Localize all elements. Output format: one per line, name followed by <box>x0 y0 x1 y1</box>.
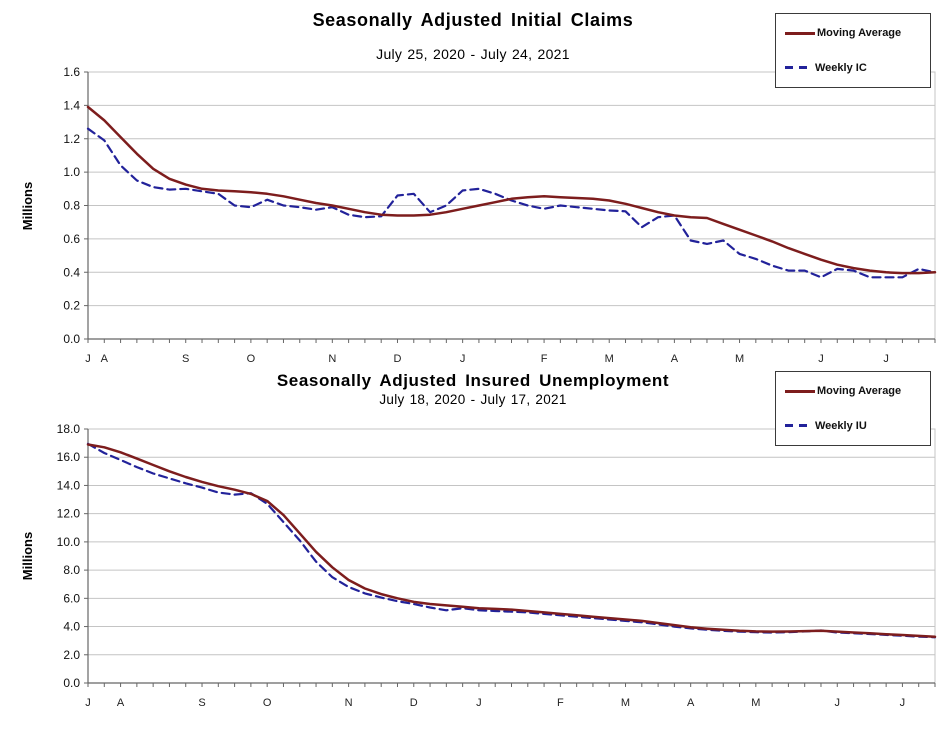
legend-label: Moving Average <box>817 27 902 40</box>
y-axis-title-initial-claims: Millions <box>20 182 35 230</box>
initial-claims-plot: 1.61.41.21.00.80.60.40.20.0J A S O N D J F M A M J J… <box>20 65 937 365</box>
moving-average-line-swatch-icon <box>785 389 815 393</box>
y-tick-label: 1.6 <box>63 65 80 79</box>
initial-claims-title: Seasonally Adjusted Initial Claims <box>312 10 634 30</box>
insured-unemployment-subtitle: July 18, 2020 - July 17, 2021 <box>379 392 567 407</box>
y-tick-label: 8.0 <box>63 563 80 577</box>
weekly-dashed-line-swatch-icon <box>785 66 813 70</box>
series-line-weekly-ic <box>86 127 937 279</box>
series-line-moving-average <box>86 105 937 275</box>
series-line-weekly-iu <box>86 442 937 639</box>
x-month-label: J <box>835 697 841 709</box>
x-month-label: J <box>900 697 906 709</box>
legend-label: Weekly IC <box>815 61 867 74</box>
legend-item-weekly-ic: Weekly IC <box>785 62 930 74</box>
x-month-label: J <box>85 697 91 709</box>
x-month-label: A <box>117 697 125 709</box>
y-tick-label: 0.6 <box>63 232 80 246</box>
y-tick-label: 2.0 <box>63 648 80 662</box>
x-month-label: N <box>328 353 336 365</box>
x-month-label: J <box>883 353 889 365</box>
y-tick-label: 0.0 <box>63 676 80 690</box>
y-tick-label: 1.0 <box>63 165 80 179</box>
initial-claims-legend: Moving Average Weekly IC <box>775 13 931 88</box>
y-tick-label: 0.0 <box>63 332 80 346</box>
x-month-label: M <box>751 697 760 709</box>
x-month-label: M <box>621 697 630 709</box>
x-month-label: A <box>101 353 109 365</box>
weekly-dashed-line-swatch-icon <box>785 424 813 428</box>
y-tick-label: 0.4 <box>63 265 80 279</box>
y-tick-label: 4.0 <box>63 620 80 634</box>
x-month-label: A <box>687 697 695 709</box>
insured-unemployment-title: Seasonally Adjusted Insured Unemployment <box>276 371 670 390</box>
y-tick-label: 0.8 <box>63 199 80 213</box>
moving-average-line-swatch-icon <box>785 31 815 35</box>
y-tick-label: 10.0 <box>57 535 81 549</box>
plot-generated-0: 1.61.41.21.00.80.60.40.20.0J A S O N D J F M A M J J <box>63 65 937 365</box>
x-month-label: S <box>198 697 205 709</box>
x-month-label: J <box>85 353 91 365</box>
x-month-label: S <box>182 353 189 365</box>
x-month-label: J <box>476 697 482 709</box>
y-tick-label: 6.0 <box>63 591 80 605</box>
x-month-label: O <box>263 697 272 709</box>
x-month-label: M <box>605 353 614 365</box>
insured-unemployment-legend: Moving Average Weekly IU <box>775 371 931 446</box>
x-month-label: N <box>345 697 353 709</box>
y-tick-label: 1.2 <box>63 132 80 146</box>
y-tick-label: 18.0 <box>57 422 81 436</box>
y-tick-label: 14.0 <box>57 478 81 492</box>
plot-generated-1: 18.0 16.0 14.0 12.0 10.0 8.0 6.0 4.0 2.0 0.0 J A S O N… <box>57 422 937 709</box>
y-tick-label: 12.0 <box>57 507 81 521</box>
y-tick-label: 1.4 <box>63 98 80 112</box>
x-month-label: D <box>394 353 402 365</box>
plot-border <box>87 428 936 684</box>
x-month-label: M <box>735 353 744 365</box>
series-line-moving-average <box>86 443 937 638</box>
x-month-label: A <box>671 353 679 365</box>
x-month-label: J <box>460 353 466 365</box>
x-month-label: J <box>818 353 824 365</box>
insured-unemployment-plot: 18.0 16.0 14.0 12.0 10.0 8.0 6.0 4.0 2.0 0.0 J A S O N… <box>20 422 937 709</box>
x-month-label: D <box>410 697 418 709</box>
x-month-label: F <box>557 697 564 709</box>
legend-label: Weekly IU <box>815 419 867 432</box>
y-tick-label: 0.2 <box>63 299 80 313</box>
x-month-label: F <box>541 353 548 365</box>
x-month-label: O <box>247 353 256 365</box>
initial-claims-subtitle: July 25, 2020 - July 24, 2021 <box>376 46 570 62</box>
y-axis-title-insured-unemployment: Millions <box>20 532 35 580</box>
y-tick-label: 16.0 <box>57 450 81 464</box>
legend-label: Moving Average <box>817 385 902 398</box>
legend-item-moving-average: Moving Average <box>785 27 930 39</box>
legend-item-weekly-iu: Weekly IU <box>785 420 930 432</box>
legend-item-moving-average: Moving Average <box>785 385 930 397</box>
